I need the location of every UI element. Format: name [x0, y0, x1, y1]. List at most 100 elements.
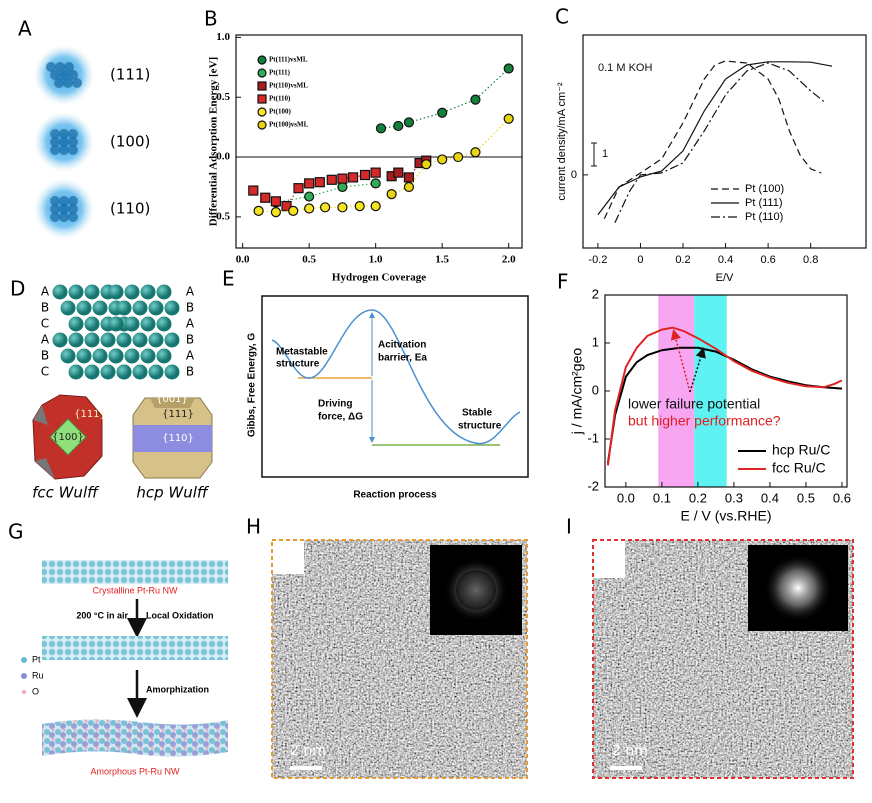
atom [68, 212, 78, 222]
annotation: 0.1 M KOH [598, 62, 652, 74]
marker [288, 205, 299, 217]
marker [337, 181, 348, 193]
x-tick-label: 0.5 [302, 254, 316, 266]
marker [281, 201, 292, 212]
panel-h: H 2 nm [246, 515, 528, 779]
series-line [606, 346, 843, 464]
x-tick-label: -0.2 [588, 254, 607, 266]
marker [470, 94, 481, 105]
fft-pattern [456, 570, 496, 610]
atom [50, 70, 60, 80]
marker [370, 201, 381, 212]
panel-g: G Crystalline Pt-Ru NW 200 °C in air Loc… [8, 520, 228, 776]
frame [261, 295, 529, 478]
marker [421, 159, 432, 170]
atom [59, 129, 69, 139]
marker [393, 167, 404, 178]
panel-label: H [246, 515, 261, 539]
marker [253, 205, 264, 217]
label: Local Oxidation [146, 610, 214, 620]
legend-marker [21, 673, 27, 679]
marker [257, 68, 267, 78]
series-line [380, 68, 510, 129]
marker [370, 167, 381, 178]
marker [393, 120, 404, 132]
stack-letter: A [41, 285, 50, 299]
atom [132, 364, 148, 380]
atom [59, 204, 69, 214]
stack-letter: B [41, 349, 49, 363]
marker [304, 191, 315, 202]
fft-pattern [764, 554, 832, 622]
x-tick-label: 0.6 [760, 254, 775, 266]
atom [100, 332, 116, 348]
legend-marker [21, 657, 27, 663]
x-tick-label: 2.0 [502, 254, 516, 266]
x-tick-label: 0.3 [725, 490, 743, 505]
y-tick-label: 0 [571, 169, 577, 181]
atom [50, 145, 60, 155]
panel-label: A [18, 17, 32, 41]
x-tick-label: 0.4 [761, 490, 779, 505]
atom [52, 284, 68, 300]
marker [257, 120, 267, 130]
frame [592, 539, 854, 779]
facet-label: {111} [162, 409, 194, 420]
facet-label: (100) [110, 133, 150, 151]
facet-label: {110} [162, 433, 194, 444]
nanowire [42, 636, 228, 660]
scale-label: 2 nm [290, 743, 326, 759]
atom [108, 348, 124, 364]
facet-label: {100} [52, 432, 84, 443]
panel-label: D [10, 277, 25, 301]
stack-letter: C [41, 365, 49, 379]
y-tick-label: -0.5 [213, 210, 231, 222]
marker [337, 173, 348, 184]
atom [52, 332, 68, 348]
atom [50, 129, 60, 139]
fcc-100-facet [49, 418, 87, 456]
marker [437, 154, 448, 165]
legend-marker [22, 690, 26, 694]
series-line [275, 182, 376, 204]
facet-label: (111) [110, 66, 150, 84]
legend-label: Pt (111) [745, 197, 783, 209]
marker [453, 151, 464, 163]
marker [257, 107, 267, 117]
legend-label: Pt(111)vsML [269, 56, 308, 64]
marker [437, 107, 448, 118]
atom [72, 78, 82, 88]
marker [370, 178, 381, 189]
atom [59, 137, 69, 147]
x-axis-label: E / V (vs.RHE) [680, 508, 771, 524]
annotation: 1 [602, 148, 608, 160]
atom [124, 316, 140, 332]
facet [33, 405, 48, 425]
panel-e: E Metastable structure Acitvation barrie… [222, 267, 529, 501]
y-tick-label: -2 [587, 478, 599, 493]
atom [108, 284, 124, 300]
annotation-arrows [670, 329, 706, 393]
label: structure [458, 421, 502, 432]
y-tick-label: 0.0 [216, 151, 230, 163]
x-tick-label: 1.5 [435, 254, 449, 266]
legend-label: Pt(111) [269, 69, 291, 77]
x-axis-label: Reaction process [353, 490, 437, 501]
atom [59, 196, 69, 206]
y-tick-label: 0 [592, 382, 599, 397]
x-tick-label: 0.8 [803, 254, 818, 266]
caption: fcc Wulff [32, 484, 100, 502]
atom [140, 348, 156, 364]
label: Amorphization [146, 684, 209, 694]
hcp-001-facet [150, 398, 195, 408]
stack-letter: B [186, 365, 194, 379]
stack-letter: C [41, 317, 49, 331]
nanowire [42, 560, 228, 584]
stack-letter: A [186, 285, 195, 299]
atom [84, 332, 100, 348]
atom [63, 78, 73, 88]
atom [68, 332, 84, 348]
atom [140, 316, 156, 332]
series-line [597, 61, 833, 216]
